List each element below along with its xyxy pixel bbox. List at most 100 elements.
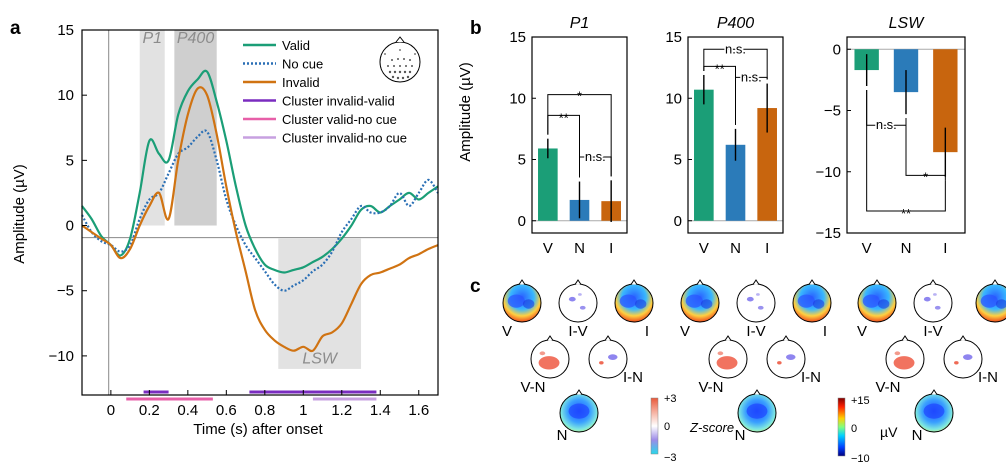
topomap-v	[857, 279, 897, 323]
x-tick-label: 0.2	[139, 402, 160, 419]
topomap-label-n: N	[557, 427, 568, 444]
y-tick-label: 5	[674, 152, 682, 169]
significance-bracket	[579, 156, 612, 178]
x-tick-label: V	[699, 240, 709, 257]
window-lsw-band	[278, 238, 362, 369]
panel-letter-c: c	[470, 276, 481, 297]
topomap-i-v	[736, 279, 776, 323]
y-tick-label: −10	[816, 164, 841, 181]
x-tick-label: N	[901, 240, 912, 257]
x-tick-label: I	[765, 240, 769, 257]
x-tick-label: V	[862, 240, 872, 257]
topomap-i	[614, 279, 654, 323]
plot-frame	[846, 36, 966, 234]
y-tick-label: 0	[66, 218, 74, 235]
topomap-i-n	[943, 335, 983, 379]
significance-bracket	[547, 94, 612, 177]
significance-bracket	[703, 48, 768, 80]
x-tick-label: 0.4	[177, 402, 198, 419]
panel-a-erp-chart: P1 P400 LSW −10 −5 0 5 10 15 0 0.2 0.4 0.6 0.8 1 1.2 1…	[11, 22, 439, 438]
y-tick-label: −15	[816, 225, 841, 242]
x-tick-label: I	[609, 240, 613, 257]
topomap-v	[502, 279, 542, 323]
legend: Valid No cue Invalid Cluster invalid-valid C…	[243, 38, 407, 146]
topomap-i-n	[766, 335, 806, 379]
y-tick-label: 15	[57, 22, 74, 39]
legend-label: Valid	[282, 38, 310, 53]
y-tick-label: −10	[49, 348, 74, 365]
x-tick-label: I	[943, 240, 947, 257]
significance-label: n.s.	[741, 69, 762, 84]
topomap-label-i-n: I-N	[978, 369, 998, 386]
bar-chart-title: P400	[717, 15, 754, 32]
topomap-label-n: N	[912, 427, 923, 444]
y-axis-label: Amplitude (µV)	[11, 164, 28, 264]
plot-frame	[81, 29, 439, 396]
bar-chart-title: LSW	[889, 15, 926, 32]
significance-bracket	[547, 114, 580, 178]
topomap-v-n	[708, 335, 748, 379]
zscore-colorbar-tick: 0	[664, 421, 670, 433]
y-tick-label: 10	[665, 90, 682, 107]
x-tick-label: 1.4	[370, 402, 391, 419]
topomap-label-n: N	[735, 427, 746, 444]
erp-series	[81, 69, 439, 353]
y-tick-label: 5	[66, 152, 74, 169]
topomap-i	[975, 279, 1006, 323]
topomap-i-v	[558, 279, 598, 323]
bar-v	[694, 89, 714, 221]
legend-label: Cluster invalid-no cue	[282, 131, 407, 146]
y-tick-label: 15	[509, 29, 526, 46]
panel-c-topomaps: VI-VIV-NI-NNVI-VIV-NI-NNVI-VIV-NI-NN+30−…	[502, 279, 1006, 465]
window-p1-band	[139, 30, 165, 226]
cluster-bars	[126, 390, 377, 401]
x-axis-label: Time (s) after onset	[193, 421, 323, 438]
topomap-label-i-v: I-V	[746, 323, 765, 340]
series-line-no-cue	[81, 129, 439, 292]
x-tick-label: 0	[107, 402, 115, 419]
topomap-label-i-n: I-N	[801, 369, 821, 386]
x-tick-label: N	[574, 240, 585, 257]
topomap-label-i: I	[645, 323, 649, 340]
significance-label: n.s.	[585, 149, 606, 164]
zscore-colorbar	[650, 397, 659, 455]
uv-colorbar-label: µV	[880, 424, 898, 440]
topomap-v-n	[530, 335, 570, 379]
plot-frame	[687, 36, 784, 234]
plot-frame	[531, 36, 628, 234]
bar-n	[725, 144, 746, 221]
y-tick-label: −5	[824, 103, 841, 120]
topomap-label-v: V	[502, 323, 512, 340]
significance-label: *	[923, 169, 928, 184]
significance-label: *	[577, 89, 582, 104]
y-axis-ticks: −10 −5 0 5 10 15	[49, 22, 87, 365]
x-axis-ticks: 0 0.2 0.4 0.6 0.8 1 1.2 1.4 1.6	[107, 390, 429, 419]
y-tick-label: 0	[674, 213, 682, 230]
uv-colorbar-tick: +15	[851, 395, 870, 407]
y-tick-label: 15	[665, 29, 682, 46]
panel-letter-b: b	[470, 18, 482, 39]
x-tick-label: 1	[299, 402, 307, 419]
topomap-label-i-n: I-N	[623, 369, 643, 386]
uv-colorbar	[837, 397, 846, 457]
zscore-colorbar-tick: −3	[664, 452, 677, 464]
legend-label: No cue	[282, 57, 323, 72]
topomap-i-v	[913, 279, 953, 323]
topomap-v-n	[885, 335, 925, 379]
topomap-label-v-n: V-N	[520, 379, 545, 396]
zscore-colorbar-tick: +3	[664, 393, 677, 405]
topomap-i-n	[588, 335, 628, 379]
x-tick-label: 1.6	[408, 402, 429, 419]
y-tick-label: 5	[518, 152, 526, 169]
bar-chart-title: P1	[570, 15, 590, 32]
significance-label: **	[901, 206, 911, 221]
topomap-label-i-v: I-V	[923, 323, 942, 340]
y-tick-label: 10	[57, 87, 74, 104]
topomap-v	[680, 279, 720, 323]
y-tick-label: 0	[518, 213, 526, 230]
significance-bracket	[905, 118, 946, 181]
y-tick-label: −5	[57, 283, 74, 300]
